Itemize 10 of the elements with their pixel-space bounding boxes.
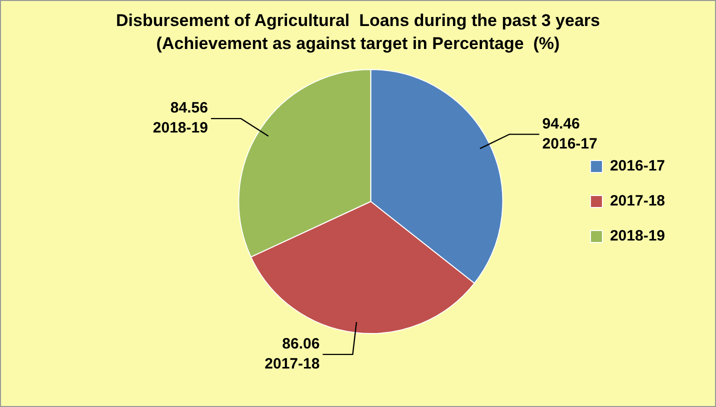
data-label: 86.06 xyxy=(282,336,320,353)
data-label: 94.46 xyxy=(542,115,580,132)
chart-title: Disbursement of Agricultural Loans during the past 3 years (Achievement as against target in Percentage (%) xyxy=(115,10,601,55)
slice-label: 2017-18 xyxy=(264,356,320,373)
legend-label: 2017-18 xyxy=(610,192,666,210)
slice-label: 2016-17 xyxy=(542,135,598,152)
legend-label: 2016-17 xyxy=(610,158,666,175)
data-label: 84.56 xyxy=(170,100,208,117)
legend-label: 2018-19 xyxy=(610,228,666,245)
slice-label: 2018-19 xyxy=(152,120,208,137)
